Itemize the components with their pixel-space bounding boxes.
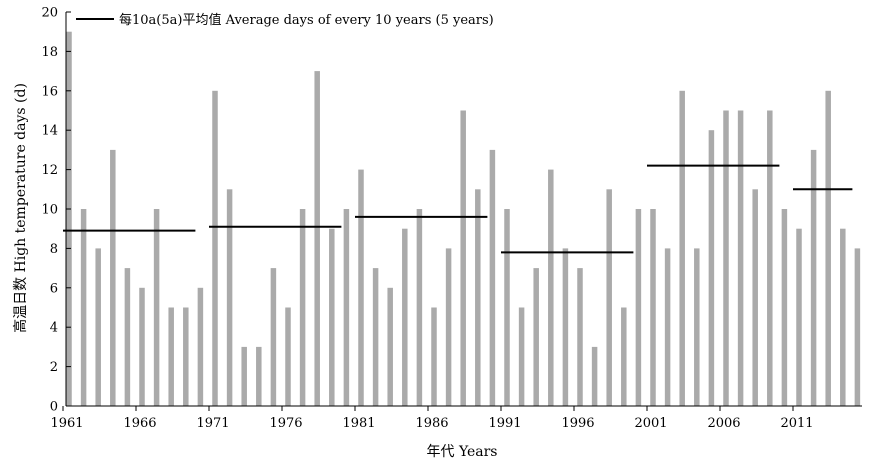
x-tick-label-1976: 1976 (269, 416, 302, 431)
bar-1982 (372, 268, 379, 406)
bar-1963 (95, 248, 101, 406)
bar-1999 (621, 307, 627, 406)
bar-1981 (358, 169, 364, 406)
x-tick-label-2011: 2011 (780, 416, 813, 431)
y-tick-label-10: 10 (41, 203, 58, 218)
bar-1965 (124, 268, 131, 406)
y-axis-title: 高温日数 High temperature days (d) (12, 83, 29, 333)
bar-1964 (110, 149, 116, 406)
bar-1986 (431, 307, 437, 406)
y-tick-label-6: 6 (50, 281, 58, 296)
bar-1961 (66, 31, 72, 406)
bar-1978 (314, 71, 320, 406)
y-tick-label-12: 12 (41, 163, 58, 178)
x-tick-label-2006: 2006 (707, 416, 740, 431)
bar-2001 (650, 209, 656, 406)
bar-1996 (577, 268, 583, 406)
bar-1976 (285, 307, 291, 406)
bar-1967 (153, 209, 160, 406)
bar-2003 (679, 90, 685, 407)
y-tick-label-0: 0 (50, 400, 58, 415)
bar-1993 (533, 268, 539, 406)
y-tick-label-2: 2 (50, 360, 58, 375)
bar-1984 (402, 228, 408, 406)
bar-1972 (226, 189, 233, 406)
y-tick-label-4: 4 (50, 321, 58, 336)
bar-2005 (708, 130, 715, 406)
y-tick-label-8: 8 (50, 242, 58, 257)
bar-1970 (197, 287, 204, 406)
bar-2013 (825, 90, 831, 407)
bar-1977 (299, 209, 306, 406)
bar-2014 (840, 228, 846, 406)
y-tick-label-20: 20 (41, 6, 58, 21)
bar-2009 (767, 110, 773, 406)
bar-2015 (854, 248, 861, 406)
bar-1979 (329, 228, 335, 406)
legend: 每10a(5a)平均值 Average days of every 10 yea… (76, 12, 494, 28)
bar-1969 (183, 307, 189, 406)
legend-label: 每10a(5a)平均值 Average days of every 10 yea… (119, 12, 494, 28)
bar-1971 (212, 90, 218, 407)
bar-1994 (548, 169, 554, 406)
bar-1968 (168, 307, 174, 406)
bar-1983 (387, 287, 393, 406)
bar-1980 (343, 209, 350, 406)
y-tick-label-18: 18 (41, 45, 58, 60)
x-tick-label-1981: 1981 (342, 416, 375, 431)
x-tick-label-1991: 1991 (488, 416, 521, 431)
bar-1988 (460, 110, 466, 406)
bar-2011 (796, 228, 802, 406)
bar-1985 (416, 209, 423, 406)
y-tick-label-14: 14 (41, 124, 58, 139)
x-tick-label-1996: 1996 (561, 416, 594, 431)
average-lines-group (63, 164, 853, 254)
bar-1990 (489, 149, 496, 406)
bar-1966 (139, 287, 145, 406)
bar-1997 (591, 346, 598, 406)
x-ticks-group: 1961 1966 1971 1976 1981 1986 1991 1996 2001 2006… (50, 406, 814, 431)
x-tick-label-1971: 1971 (196, 416, 229, 431)
y-ticks-group: 0 2 4 6 8 10 12 14 16 18 20 (41, 6, 71, 415)
y-tick-label-16: 16 (41, 84, 58, 99)
x-tick-label-1961: 1961 (50, 416, 83, 431)
x-axis-title: 年代 Years (427, 444, 498, 460)
bar-1991 (504, 209, 510, 406)
bar-2012 (810, 149, 817, 406)
bar-1962 (80, 209, 87, 406)
bar-2006 (723, 110, 729, 406)
bar-2010 (781, 209, 788, 406)
x-tick-label-1966: 1966 (123, 416, 156, 431)
bar-2002 (664, 248, 671, 406)
bar-1989 (475, 189, 481, 406)
bar-2004 (694, 248, 700, 406)
bar-2007 (737, 110, 744, 406)
bar-1998 (606, 189, 612, 406)
bars-group (66, 31, 861, 407)
x-tick-label-1986: 1986 (415, 416, 448, 431)
bar-1987 (445, 248, 452, 406)
bar-2000 (635, 209, 642, 406)
bar-1973 (241, 346, 247, 406)
bar-1974 (256, 346, 262, 406)
bar-2008 (752, 189, 758, 406)
bar-1975 (270, 268, 277, 406)
bar-1995 (562, 248, 569, 406)
x-tick-label-2001: 2001 (634, 416, 667, 431)
bar-1992 (518, 307, 525, 406)
